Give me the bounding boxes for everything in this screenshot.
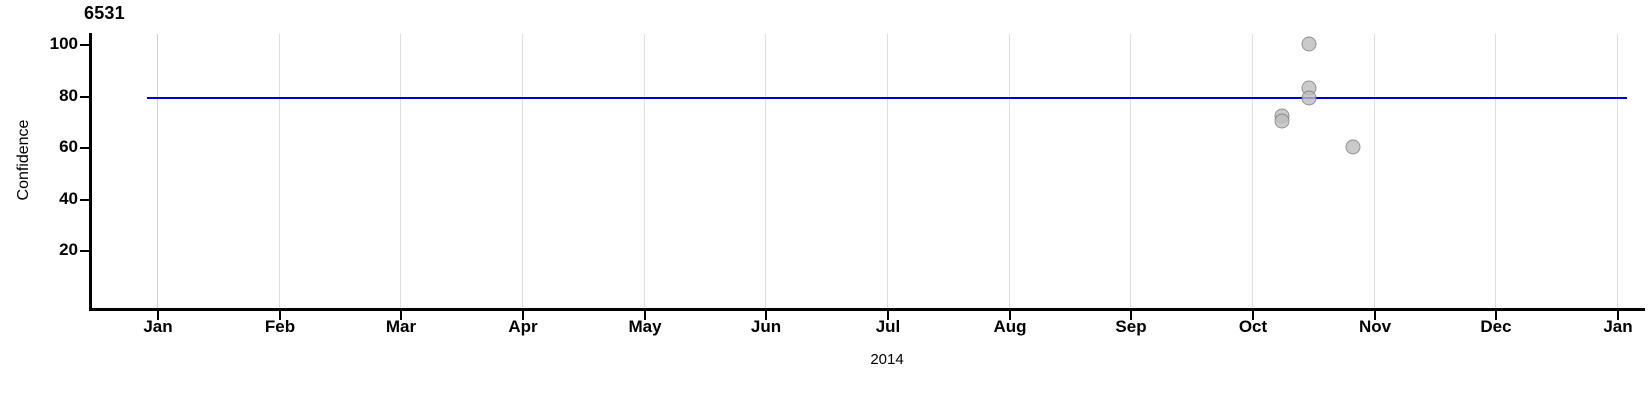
x-axis-spine xyxy=(89,308,1645,311)
data-point[interactable] xyxy=(1301,36,1317,52)
x-tick-mark-2 xyxy=(400,311,402,320)
gridline-aug-7 xyxy=(1009,34,1010,310)
y-tick-mark-60 xyxy=(80,147,89,149)
x-tick-label-jan-12: Jan xyxy=(1603,317,1633,336)
x-tick-mark-4 xyxy=(644,311,646,320)
x-tick-mark-10 xyxy=(1374,311,1376,320)
gridline-may-4 xyxy=(644,34,645,310)
y-axis-spine xyxy=(89,33,92,311)
x-tick-label-sep-8: Sep xyxy=(1115,317,1147,336)
data-point[interactable] xyxy=(1301,90,1317,106)
x-tick-label-aug-7: Aug xyxy=(993,317,1027,336)
x-tick-mark-5 xyxy=(765,311,767,320)
y-tick-label-80: 80 xyxy=(59,85,78,105)
x-tick-label-mar-2: Mar xyxy=(385,317,417,336)
y-tick-mark-20 xyxy=(80,250,89,252)
x-tick-label-feb-1: Feb xyxy=(264,317,296,336)
data-point[interactable] xyxy=(1274,113,1290,129)
x-tick-mark-7 xyxy=(1009,311,1011,320)
x-tick-label-may-4: May xyxy=(628,317,662,336)
gridline-sep-8 xyxy=(1130,34,1131,310)
x-tick-mark-3 xyxy=(522,311,524,320)
x-tick-label-jan-0: Jan xyxy=(143,317,173,336)
reference-line xyxy=(147,97,1627,99)
gridline-jan-0 xyxy=(157,34,158,310)
gridline-jul-6 xyxy=(887,34,888,310)
x-tick-mark-0 xyxy=(157,311,159,320)
x-tick-mark-8 xyxy=(1130,311,1132,320)
gridline-nov-10 xyxy=(1374,34,1375,310)
x-axis-title: 2014 xyxy=(870,351,904,368)
x-tick-label-oct-9: Oct xyxy=(1238,317,1268,336)
x-tick-mark-11 xyxy=(1495,311,1497,320)
gridline-mar-2 xyxy=(400,34,401,310)
gridline-oct-9 xyxy=(1252,34,1253,310)
gridline-apr-3 xyxy=(522,34,523,310)
x-tick-label-jul-6: Jul xyxy=(875,317,901,336)
gridline-jan-12 xyxy=(1617,34,1618,310)
data-point[interactable] xyxy=(1345,139,1361,155)
gridline-dec-11 xyxy=(1495,34,1496,310)
x-tick-mark-6 xyxy=(887,311,889,320)
x-tick-label-apr-3: Apr xyxy=(508,317,538,336)
y-tick-label-20: 20 xyxy=(59,240,78,259)
y-tick-mark-100 xyxy=(80,44,89,46)
x-tick-label-jun-5: Jun xyxy=(750,317,782,336)
y-tick-label-40: 40 xyxy=(59,188,78,208)
y-tick-mark-40 xyxy=(80,199,89,201)
gridline-jun-5 xyxy=(765,34,766,310)
x-tick-mark-1 xyxy=(279,311,281,320)
x-tick-label-nov-10: Nov xyxy=(1358,317,1392,336)
y-axis-title: Confidence xyxy=(15,119,32,201)
chart-title: 6531 xyxy=(84,3,125,23)
x-tick-mark-12 xyxy=(1617,311,1619,320)
gridline-feb-1 xyxy=(279,34,280,310)
y-tick-label-100: 100 xyxy=(49,34,78,53)
x-tick-mark-9 xyxy=(1252,311,1254,320)
x-tick-label-dec-11: Dec xyxy=(1480,317,1512,336)
y-tick-mark-80 xyxy=(80,96,89,98)
y-tick-label-60: 60 xyxy=(59,137,78,156)
